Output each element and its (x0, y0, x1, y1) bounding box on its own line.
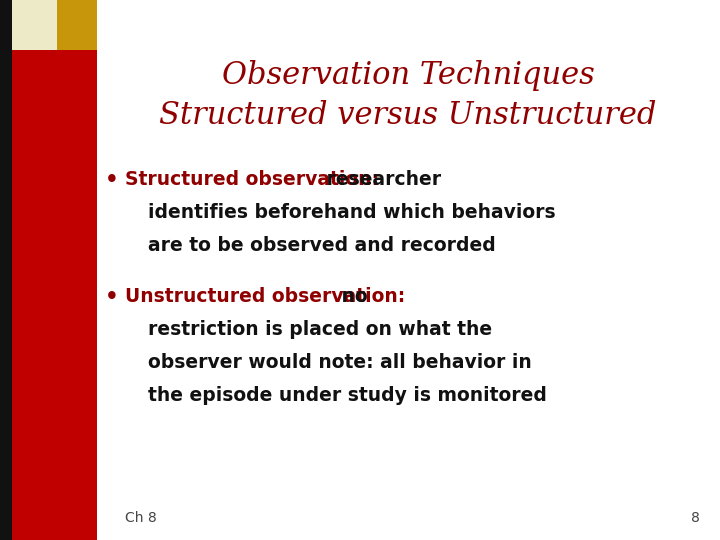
Bar (0, 0, 12, 540)
Bar (57, 0, 97, 50)
Bar (12, 0, 57, 50)
Text: Unstructured observation:: Unstructured observation: (125, 287, 405, 306)
Text: Ch 8: Ch 8 (125, 511, 157, 525)
Text: the episode under study is monitored: the episode under study is monitored (148, 386, 547, 405)
Bar (12, 50, 97, 540)
Text: observer would note: all behavior in: observer would note: all behavior in (148, 353, 532, 372)
Text: 8: 8 (691, 511, 700, 525)
Text: Observation Techniques: Observation Techniques (222, 60, 595, 91)
Text: •: • (105, 287, 119, 307)
Text: are to be observed and recorded: are to be observed and recorded (148, 236, 496, 255)
Text: Structured observation:: Structured observation: (125, 170, 379, 189)
Text: no: no (335, 287, 368, 306)
Text: researcher: researcher (320, 170, 441, 189)
Text: •: • (105, 170, 119, 190)
Text: identifies beforehand which behaviors: identifies beforehand which behaviors (148, 203, 556, 222)
Text: Structured versus Unstructured: Structured versus Unstructured (159, 100, 657, 131)
Text: restriction is placed on what the: restriction is placed on what the (148, 320, 492, 339)
